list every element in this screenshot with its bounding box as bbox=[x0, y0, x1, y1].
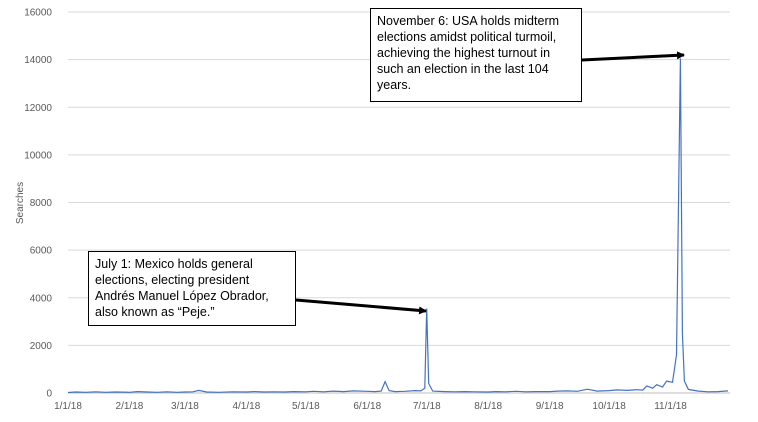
y-tick-label: 6000 bbox=[30, 246, 53, 257]
annotation-november: November 6: USA holds midterm elections … bbox=[370, 8, 582, 102]
y-tick-label: 16000 bbox=[24, 8, 52, 19]
jul-annotation-arrow bbox=[295, 298, 427, 315]
x-tick-label: 9/1/18 bbox=[536, 401, 564, 412]
series-line bbox=[67, 58, 729, 394]
x-tick-labels: 1/1/18 2/1/18 3/1/18 4/1/18 5/1/18 6/1/18 7/1/… bbox=[54, 401, 687, 412]
x-tick-label: 11/1/18 bbox=[654, 401, 687, 412]
nov-annotation-arrow bbox=[581, 51, 685, 62]
x-tick-label: 5/1/18 bbox=[292, 401, 320, 412]
y-tick-label: 2000 bbox=[30, 341, 53, 352]
x-tick-label: 1/1/18 bbox=[54, 401, 82, 412]
x-tick-label: 8/1/18 bbox=[474, 401, 502, 412]
y-tick-label: 14000 bbox=[24, 55, 52, 66]
x-tick-label: 2/1/18 bbox=[116, 401, 144, 412]
annotation-arrows bbox=[295, 51, 685, 315]
y-tick-label: 12000 bbox=[24, 103, 52, 114]
x-tick-label: 6/1/18 bbox=[353, 401, 381, 412]
y-axis-title: Searches bbox=[15, 182, 26, 224]
y-tick-labels: 0 2000 4000 6000 8000 10000 12000 14000 16000 bbox=[24, 8, 52, 400]
y-tick-label: 0 bbox=[46, 389, 52, 400]
x-tick-label: 4/1/18 bbox=[232, 401, 260, 412]
y-tick-label: 8000 bbox=[30, 198, 53, 209]
y-tick-label: 10000 bbox=[24, 150, 52, 161]
x-tick-label: 3/1/18 bbox=[171, 401, 199, 412]
x-tick-label: 10/1/18 bbox=[592, 401, 626, 412]
y-tick-label: 4000 bbox=[30, 293, 53, 304]
x-tick-label: 7/1/18 bbox=[413, 401, 441, 412]
annotation-july: July 1: Mexico holds general elections, … bbox=[88, 251, 296, 326]
